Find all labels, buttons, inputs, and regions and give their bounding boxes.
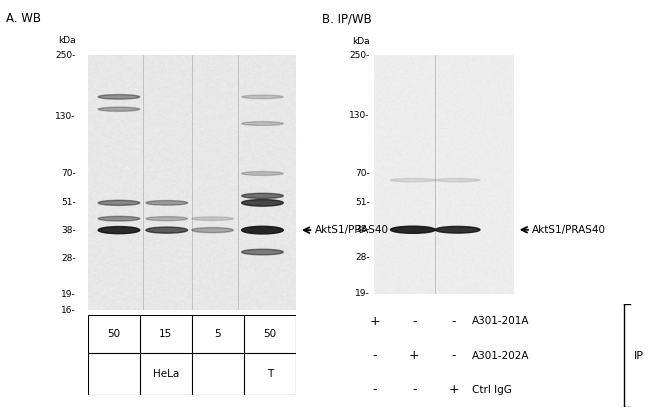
Text: HeLa: HeLa bbox=[153, 369, 179, 379]
Text: IP: IP bbox=[633, 351, 644, 360]
Text: 70-: 70- bbox=[61, 169, 75, 178]
Ellipse shape bbox=[146, 227, 188, 233]
Text: 250-: 250- bbox=[349, 51, 370, 60]
Text: Ctrl IgG: Ctrl IgG bbox=[472, 385, 512, 395]
Text: T: T bbox=[266, 369, 273, 379]
Text: 250-: 250- bbox=[55, 51, 75, 60]
Ellipse shape bbox=[436, 226, 480, 233]
Ellipse shape bbox=[192, 228, 233, 233]
Text: A. WB: A. WB bbox=[6, 12, 42, 25]
Text: kDa: kDa bbox=[58, 36, 75, 45]
Text: +: + bbox=[448, 383, 459, 396]
Ellipse shape bbox=[242, 122, 283, 125]
Ellipse shape bbox=[242, 95, 283, 99]
Text: B. IP/WB: B. IP/WB bbox=[322, 12, 372, 25]
Text: -: - bbox=[412, 383, 417, 396]
Text: 50: 50 bbox=[263, 329, 276, 339]
Ellipse shape bbox=[98, 95, 140, 99]
Text: 19-: 19- bbox=[61, 290, 75, 299]
Text: 70-: 70- bbox=[355, 169, 370, 178]
Text: 130-: 130- bbox=[55, 112, 75, 120]
Text: +: + bbox=[370, 315, 380, 328]
Text: -: - bbox=[372, 349, 377, 362]
Text: 15: 15 bbox=[159, 329, 172, 339]
Ellipse shape bbox=[98, 107, 140, 111]
Text: AktS1/PRAS40: AktS1/PRAS40 bbox=[315, 225, 389, 235]
Ellipse shape bbox=[98, 226, 140, 234]
Text: 28-: 28- bbox=[61, 254, 75, 263]
Ellipse shape bbox=[242, 226, 283, 234]
Text: 50: 50 bbox=[107, 329, 120, 339]
Text: 130-: 130- bbox=[349, 111, 370, 120]
Ellipse shape bbox=[98, 216, 140, 221]
Ellipse shape bbox=[192, 217, 233, 220]
Text: -: - bbox=[412, 315, 417, 328]
Text: 5: 5 bbox=[214, 329, 221, 339]
Text: 38-: 38- bbox=[61, 226, 75, 235]
Ellipse shape bbox=[146, 201, 188, 205]
Ellipse shape bbox=[146, 217, 188, 221]
Text: A301-201A: A301-201A bbox=[472, 316, 529, 326]
Text: 16-: 16- bbox=[61, 306, 75, 315]
Ellipse shape bbox=[391, 178, 436, 182]
Ellipse shape bbox=[242, 199, 283, 206]
Text: -: - bbox=[372, 383, 377, 396]
Text: -: - bbox=[451, 315, 456, 328]
Text: 28-: 28- bbox=[355, 254, 370, 263]
Text: 51-: 51- bbox=[61, 199, 75, 207]
Text: AktS1/PRAS40: AktS1/PRAS40 bbox=[532, 225, 606, 235]
Ellipse shape bbox=[242, 193, 283, 199]
Text: kDa: kDa bbox=[352, 37, 370, 46]
Text: 51-: 51- bbox=[355, 198, 370, 207]
Text: +: + bbox=[409, 349, 419, 362]
Ellipse shape bbox=[436, 178, 480, 182]
Text: A301-202A: A301-202A bbox=[472, 351, 529, 360]
Ellipse shape bbox=[242, 171, 283, 175]
Ellipse shape bbox=[391, 226, 436, 233]
Text: 38-: 38- bbox=[355, 225, 370, 234]
Text: 19-: 19- bbox=[355, 289, 370, 298]
Text: -: - bbox=[451, 349, 456, 362]
Ellipse shape bbox=[242, 249, 283, 255]
Ellipse shape bbox=[98, 200, 140, 206]
